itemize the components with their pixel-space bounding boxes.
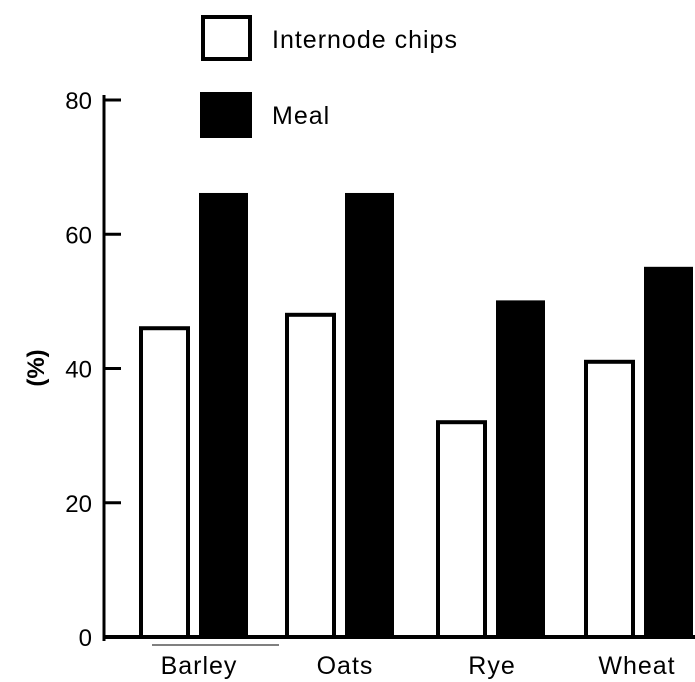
bars <box>139 192 693 640</box>
bar-rye-meal <box>496 300 545 638</box>
bar-wheat-internode-chips <box>584 359 635 639</box>
bar-barley-meal <box>199 192 248 638</box>
x-tick-label-oats: Oats <box>317 652 374 680</box>
x-tick-label-barley: Barley <box>161 652 238 680</box>
legend-label-internode-chips: Internode chips <box>272 26 458 54</box>
bar-wheat-meal <box>644 266 693 638</box>
y-tick-label: 20 <box>65 491 92 518</box>
legend: Internode chips Meal <box>200 15 458 138</box>
x-tick-label-rye: Rye <box>468 652 515 680</box>
bar-oats-meal <box>345 192 394 638</box>
legend-swatch-internode-chips <box>201 15 252 61</box>
y-tick-label: 60 <box>65 222 92 249</box>
y-tick-label: 0 <box>79 625 92 652</box>
y-ticks: 0 20 40 60 80 <box>65 88 121 652</box>
bar-oats-internode-chips <box>285 312 336 639</box>
bar-rye-internode-chips <box>436 420 487 640</box>
x-tick-labels: Barley Oats Rye Wheat <box>161 652 675 680</box>
y-tick-label: 80 <box>65 88 92 115</box>
legend-swatch-meal <box>200 92 252 138</box>
legend-label-meal: Meal <box>272 102 330 130</box>
y-tick-label: 40 <box>65 357 92 384</box>
y-axis-label: (%) <box>23 349 50 386</box>
bar-barley-internode-chips <box>139 326 190 639</box>
x-tick-label-wheat: Wheat <box>598 652 675 680</box>
